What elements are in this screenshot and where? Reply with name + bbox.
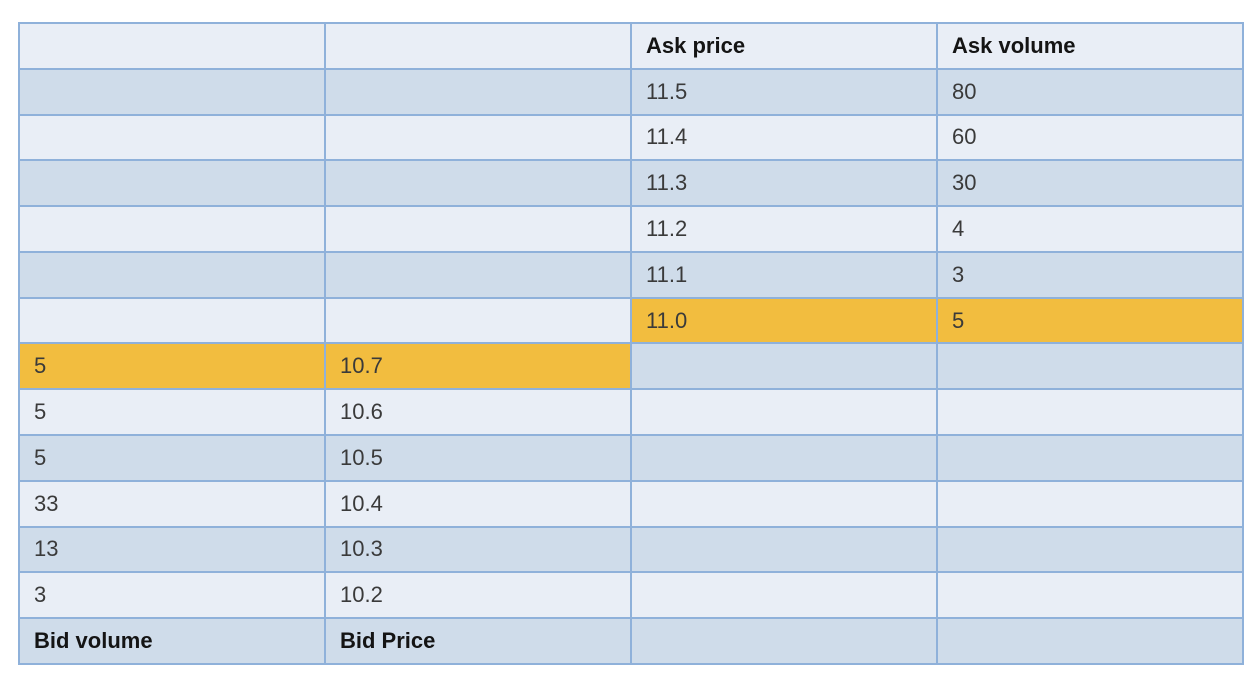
ask-volume-cell: 4: [936, 205, 1244, 253]
bid-volume-cell: 5: [18, 388, 326, 437]
bid-volume-header: Bid volume: [18, 617, 326, 665]
ask-price-cell: 11.1: [630, 250, 938, 299]
empty-cell: [18, 113, 326, 162]
ask-row: 11.2 4: [18, 205, 1244, 253]
ask-price-header: Ask price: [630, 22, 938, 70]
empty-cell: [324, 22, 632, 70]
empty-cell: [18, 205, 326, 253]
bid-price-cell: 10.6: [324, 388, 632, 437]
empty-cell: [630, 617, 938, 665]
order-book-table: Ask price Ask volume 11.5 80 11.4 60 11.…: [18, 22, 1244, 665]
ask-row: 11.5 80: [18, 67, 1244, 116]
empty-cell: [18, 296, 326, 345]
empty-cell: [324, 205, 632, 253]
empty-cell: [18, 159, 326, 208]
empty-cell: [18, 22, 326, 70]
bid-volume-cell: 3: [18, 571, 326, 620]
ask-price-cell: 11.2: [630, 205, 938, 253]
ask-row: 11.1 3: [18, 250, 1244, 299]
empty-cell: [630, 479, 938, 528]
empty-cell: [630, 571, 938, 620]
empty-cell: [324, 113, 632, 162]
empty-cell: [324, 159, 632, 208]
empty-cell: [324, 67, 632, 116]
empty-cell: [18, 250, 326, 299]
ask-price-cell: 11.5: [630, 67, 938, 116]
bid-price-cell: 10.2: [324, 571, 632, 620]
empty-cell: [936, 388, 1244, 437]
header-row-bid: Bid volume Bid Price: [18, 617, 1244, 665]
empty-cell: [630, 434, 938, 482]
ask-row: 11.3 30: [18, 159, 1244, 208]
best-bid-price-cell: 10.7: [324, 342, 632, 391]
header-row-ask: Ask price Ask volume: [18, 22, 1244, 70]
empty-cell: [936, 617, 1244, 665]
bid-volume-cell: 13: [18, 525, 326, 574]
bid-price-header: Bid Price: [324, 617, 632, 665]
empty-cell: [630, 388, 938, 437]
ask-row: 11.4 60: [18, 113, 1244, 162]
ask-volume-cell: 80: [936, 67, 1244, 116]
ask-volume-cell: 30: [936, 159, 1244, 208]
bid-price-cell: 10.3: [324, 525, 632, 574]
empty-cell: [630, 342, 938, 391]
best-ask-volume-cell: 5: [936, 296, 1244, 345]
ask-price-cell: 11.4: [630, 113, 938, 162]
ask-volume-cell: 3: [936, 250, 1244, 299]
ask-volume-header: Ask volume: [936, 22, 1244, 70]
best-bid-row: 5 10.7: [18, 342, 1244, 391]
ask-volume-cell: 60: [936, 113, 1244, 162]
bid-volume-cell: 33: [18, 479, 326, 528]
bid-row: 13 10.3: [18, 525, 1244, 574]
ask-price-cell: 11.3: [630, 159, 938, 208]
empty-cell: [324, 296, 632, 345]
empty-cell: [936, 342, 1244, 391]
empty-cell: [630, 525, 938, 574]
empty-cell: [936, 434, 1244, 482]
bid-row: 5 10.5: [18, 434, 1244, 482]
empty-cell: [936, 479, 1244, 528]
bid-row: 5 10.6: [18, 388, 1244, 437]
empty-cell: [18, 67, 326, 116]
empty-cell: [936, 525, 1244, 574]
order-book-container: Ask price Ask volume 11.5 80 11.4 60 11.…: [18, 22, 1244, 665]
best-bid-volume-cell: 5: [18, 342, 326, 391]
bid-row: 33 10.4: [18, 479, 1244, 528]
bid-price-cell: 10.5: [324, 434, 632, 482]
empty-cell: [936, 571, 1244, 620]
empty-cell: [324, 250, 632, 299]
best-ask-row: 11.0 5: [18, 296, 1244, 345]
bid-row: 3 10.2: [18, 571, 1244, 620]
bid-price-cell: 10.4: [324, 479, 632, 528]
best-ask-price-cell: 11.0: [630, 296, 938, 345]
bid-volume-cell: 5: [18, 434, 326, 482]
